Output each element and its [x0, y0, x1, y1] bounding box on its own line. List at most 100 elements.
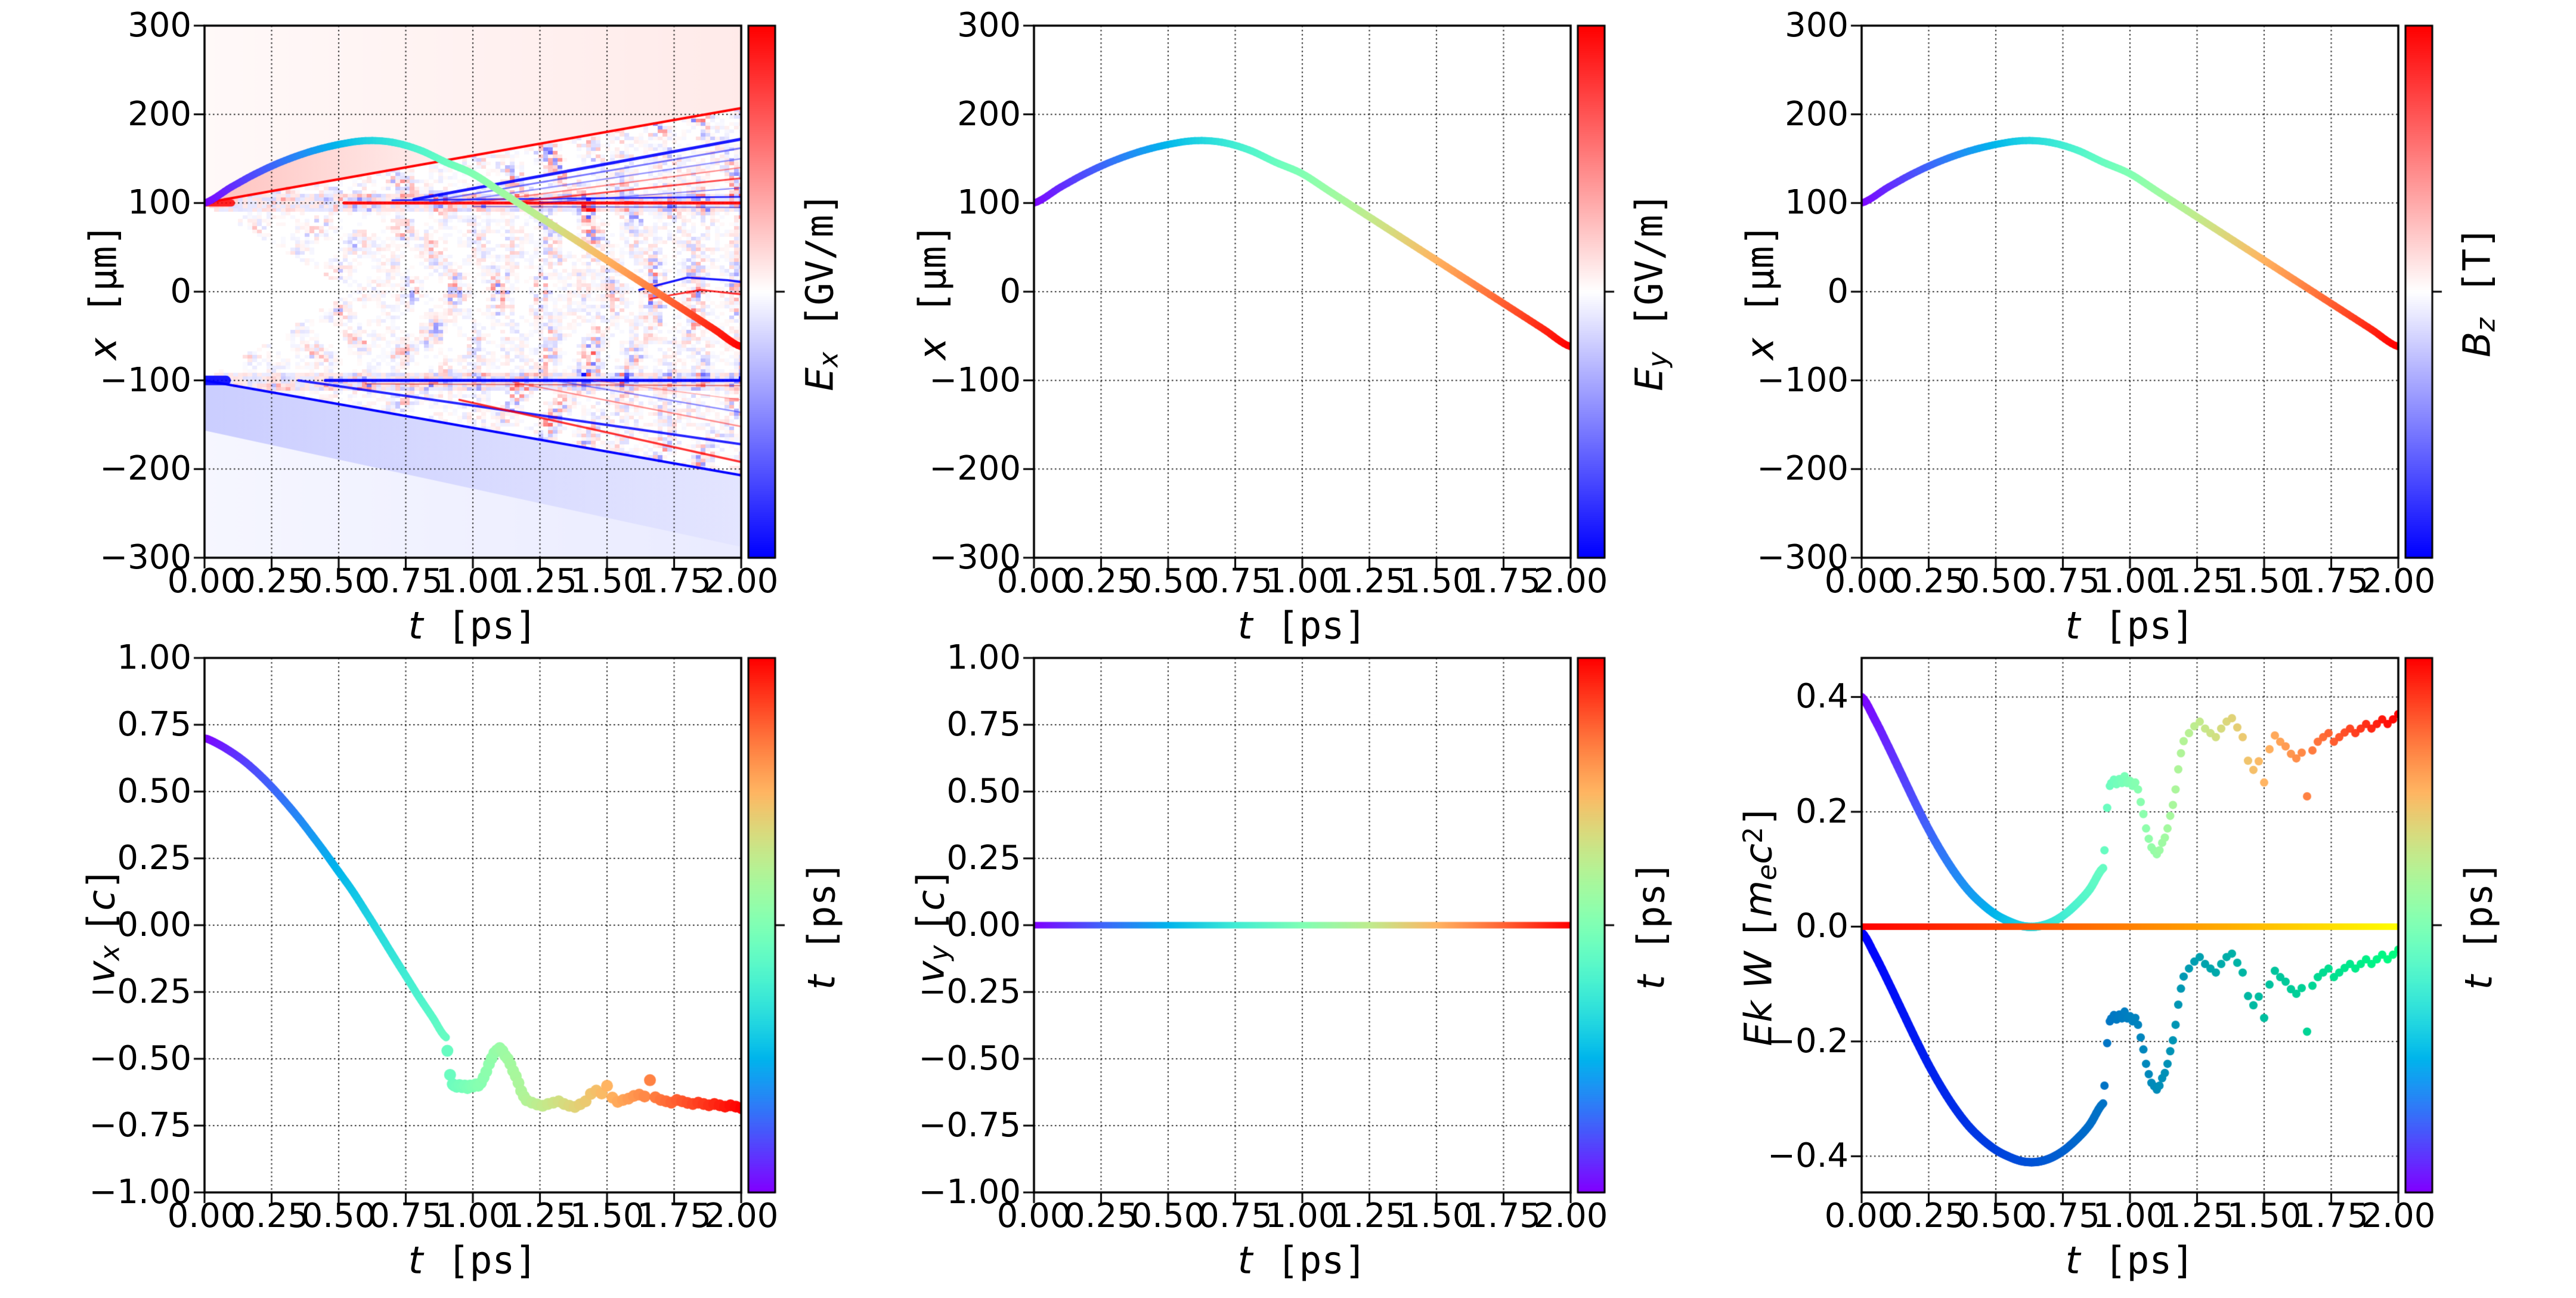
y-tick-label: −100 — [100, 360, 191, 400]
y-tick-label: 100 — [957, 183, 1021, 222]
y-tick-label: −0.25 — [918, 972, 1021, 1011]
x-axis-label: t [ps] — [408, 604, 538, 648]
y-tick-label: 0.25 — [946, 839, 1021, 877]
subplot-x-vs-t-Bz: 0.00 0.25 0.50 0.75 1.00 1.25 1.50 1.75 2.00 300 2… — [1717, 0, 2576, 649]
y-tick-label: −200 — [100, 449, 191, 489]
x-tick-label: 0.50 — [1131, 1197, 1206, 1235]
x-tick-label: 0.75 — [369, 562, 443, 601]
x-tick-label: 1.50 — [1399, 562, 1474, 601]
x-tick-label: 0.75 — [1198, 1197, 1272, 1235]
x-tick-label: 1.75 — [637, 562, 711, 601]
subplot-vx-vs-t: 0.00 0.25 0.50 0.75 1.00 1.25 1.50 1.75 2.00 1.00… — [0, 641, 859, 1298]
y-axis-label: x [μm] — [1738, 223, 1782, 360]
x-vs-t-Ex-field-map-plot-canvas — [0, 0, 859, 649]
y-tick-label: 0.50 — [946, 772, 1021, 811]
x-tick-label: 0.00 — [167, 1197, 242, 1235]
x-vs-t-Bz-plot-canvas — [1717, 0, 2576, 649]
y-tick-label: 0.2 — [1795, 792, 1849, 831]
vy-vs-t-plot-canvas — [859, 649, 1717, 1298]
colorbar-label: t [ps] — [1629, 860, 1673, 990]
subplot-x-vs-t-Ey: 0.00 0.25 0.50 0.75 1.00 1.25 1.50 1.75 2.00 300 2… — [859, 0, 1717, 649]
x-tick-label: 1.50 — [2227, 562, 2302, 601]
x-tick-label: 1.50 — [569, 1197, 645, 1235]
x-tick-label: 1.25 — [2160, 562, 2234, 601]
y-axis-label: vy [c] — [909, 867, 955, 983]
y-tick-label: 0.00 — [946, 905, 1021, 944]
colorbar-label: Bz [T] — [2455, 225, 2501, 358]
x-axis-label: t [ps] — [408, 1238, 538, 1282]
x-tick-label: 1.75 — [1466, 1197, 1541, 1235]
y-axis-label: Ek W [mec2] — [1736, 804, 1783, 1046]
x-tick-label: 0.50 — [1958, 562, 2033, 601]
y-tick-label: 100 — [128, 183, 191, 222]
y-tick-label: 200 — [1785, 94, 1849, 134]
x-tick-label: 0.25 — [1891, 562, 1966, 601]
x-tick-label: 1.00 — [435, 562, 510, 601]
colorbar-label: Ey [GV/m] — [1627, 192, 1674, 391]
x-tick-label: 0.75 — [369, 1197, 443, 1235]
y-tick-label: 1.00 — [946, 638, 1021, 677]
y-tick-label: 200 — [957, 94, 1021, 134]
y-tick-label: 0.25 — [117, 839, 191, 877]
y-tick-label: −300 — [1757, 538, 1849, 577]
colorbar-label: t [ps] — [800, 860, 844, 990]
y-tick-label: −300 — [100, 538, 191, 577]
x-tick-label: 0.00 — [996, 1197, 1072, 1235]
y-tick-label: 0.75 — [946, 705, 1021, 744]
y-tick-label: 0.00 — [117, 905, 191, 944]
y-tick-label: 0.0 — [1795, 907, 1849, 946]
y-tick-label: −200 — [1757, 449, 1849, 489]
y-tick-label: −200 — [929, 449, 1021, 489]
x-tick-label: 0.00 — [167, 562, 242, 601]
y-tick-label: 300 — [128, 6, 191, 45]
vx-vs-t-plot-canvas — [0, 649, 859, 1298]
x-tick-label: 1.25 — [2160, 1197, 2234, 1235]
x-tick-label: 1.25 — [1332, 562, 1407, 601]
x-tick-label: 0.75 — [2026, 1197, 2100, 1235]
x-axis-label: t [ps] — [2065, 1238, 2195, 1282]
x-tick-label: 0.00 — [1824, 562, 1899, 601]
x-tick-label: 1.75 — [637, 1197, 711, 1235]
x-tick-label: 1.75 — [1466, 562, 1541, 601]
x-tick-label: 0.75 — [1198, 562, 1272, 601]
x-tick-label: 1.75 — [2294, 562, 2368, 601]
x-tick-label: 0.50 — [301, 562, 376, 601]
y-tick-label: −0.75 — [918, 1106, 1021, 1145]
x-tick-label: 2.00 — [1533, 1197, 1608, 1235]
y-tick-label: 100 — [1785, 183, 1849, 222]
subplot-vy-vs-t: 0.00 0.25 0.50 0.75 1.00 1.25 1.50 1.75 2.00 1.00… — [859, 641, 1717, 1298]
x-axis-label: t [ps] — [2065, 604, 2195, 648]
y-axis-label: x [μm] — [81, 223, 125, 360]
x-tick-label: 2.00 — [704, 562, 779, 601]
y-axis-label: x [μm] — [911, 223, 955, 360]
x-tick-label: 1.00 — [2092, 562, 2168, 601]
x-tick-label: 0.50 — [1958, 1197, 2033, 1235]
y-tick-label: 200 — [128, 94, 191, 134]
x-tick-label: 1.00 — [2092, 1197, 2168, 1235]
x-tick-label: 0.00 — [1824, 1197, 1899, 1235]
y-tick-label: −0.50 — [89, 1039, 191, 1078]
energy-work-vs-t-plot-canvas — [1717, 649, 2576, 1298]
y-tick-label: 0 — [170, 272, 191, 311]
y-tick-label: 300 — [957, 6, 1021, 45]
y-tick-label: 0 — [999, 272, 1021, 311]
x-tick-label: 1.50 — [569, 562, 645, 601]
x-tick-label: 1.75 — [2294, 1197, 2368, 1235]
x-tick-label: 0.50 — [301, 1197, 376, 1235]
x-tick-label: 0.25 — [234, 562, 309, 601]
y-tick-label: −1.00 — [89, 1173, 191, 1212]
y-tick-label: −100 — [929, 360, 1021, 400]
x-vs-t-Ey-plot-canvas — [859, 0, 1717, 649]
subplot-x-vs-t-Ex-field-map: 0.00 0.25 0.50 0.75 1.00 1.25 1.50 1.75 2.00 300 2… — [0, 0, 859, 649]
x-tick-label: 1.25 — [1332, 1197, 1407, 1235]
y-tick-label: −0.4 — [1767, 1136, 1849, 1176]
subplot-energy-work-vs-t: 0.00 0.25 0.50 0.75 1.00 1.25 1.50 1.75 2.00 0.4 0… — [1717, 649, 2576, 1298]
y-tick-label: −300 — [929, 538, 1021, 577]
y-tick-label: −100 — [1757, 360, 1849, 400]
y-tick-label: 0.75 — [117, 705, 191, 744]
y-tick-label: −0.75 — [89, 1106, 191, 1145]
x-tick-label: 2.00 — [704, 1197, 779, 1235]
y-tick-label: 300 — [1785, 6, 1849, 45]
x-tick-label: 1.00 — [435, 1197, 510, 1235]
